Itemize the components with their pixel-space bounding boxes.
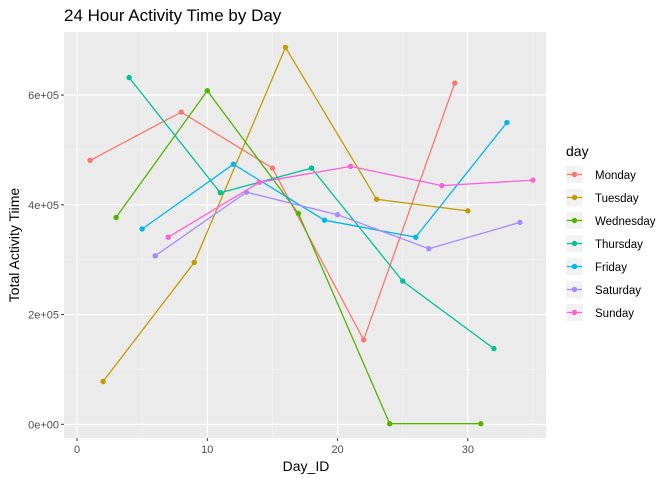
legend-item-saturday: Saturday xyxy=(566,281,641,298)
y-tick-label: 2e+05 xyxy=(28,310,59,322)
series-thursday xyxy=(126,74,497,352)
legend-label: Thursday xyxy=(595,239,643,251)
legend-item-tuesday: Tuesday xyxy=(566,189,639,206)
data-point xyxy=(282,44,289,51)
y-tick-label: 0e+00 xyxy=(28,419,59,431)
data-point xyxy=(373,196,380,203)
series-layer xyxy=(87,44,536,427)
series-monday xyxy=(87,80,458,343)
data-point xyxy=(478,421,484,427)
series-sunday xyxy=(165,163,536,240)
data-point xyxy=(413,234,419,240)
y-tick-label: 6e+05 xyxy=(28,90,59,102)
legend-label: Tuesday xyxy=(595,193,639,205)
data-point xyxy=(347,163,354,170)
data-point xyxy=(452,80,458,86)
data-point xyxy=(113,214,119,221)
legend-key-point xyxy=(571,286,578,293)
grid-lines xyxy=(64,32,546,438)
data-point xyxy=(530,177,536,183)
data-point xyxy=(295,210,302,217)
series-friday xyxy=(139,119,510,240)
x-tick-label: 30 xyxy=(462,444,474,456)
y-tick-label: 4e+05 xyxy=(28,200,59,212)
axis-ticks: 0 10 20 30 0e+00 2e+05 4e+05 6e+05 xyxy=(28,90,474,456)
data-point xyxy=(204,88,210,94)
legend-key-point xyxy=(571,194,578,201)
data-point xyxy=(517,219,523,226)
legend-key-point xyxy=(571,309,578,316)
data-point xyxy=(139,226,145,232)
data-point xyxy=(465,208,471,214)
legend: day Monday Tuesday Wednesday Thursday Friday… xyxy=(566,143,656,321)
x-tick-label: 10 xyxy=(201,444,213,456)
data-point xyxy=(217,190,224,196)
x-tick-label: 20 xyxy=(331,444,343,456)
x-axis-label: Day_ID xyxy=(283,458,330,474)
data-point xyxy=(386,421,393,427)
legend-key-point xyxy=(571,263,578,270)
legend-label: Sunday xyxy=(595,308,634,320)
legend-key-point xyxy=(571,171,578,178)
legend-label: Monday xyxy=(595,170,636,182)
data-point xyxy=(126,74,132,81)
data-point xyxy=(256,179,263,186)
data-point xyxy=(165,234,171,240)
legend-item-friday: Friday xyxy=(566,258,627,275)
data-point xyxy=(230,161,237,167)
data-point xyxy=(152,253,158,259)
data-point xyxy=(308,165,315,171)
data-point xyxy=(191,259,197,266)
data-point xyxy=(504,119,510,126)
legend-key-point xyxy=(571,240,578,247)
legend-label: Wednesday xyxy=(595,216,656,228)
data-point xyxy=(426,246,432,252)
data-point xyxy=(491,345,497,352)
series-tuesday xyxy=(100,44,471,385)
data-point xyxy=(178,109,184,115)
data-point xyxy=(400,278,406,284)
x-tick-label: 0 xyxy=(74,444,80,456)
plot-panel xyxy=(64,32,546,438)
legend-key-point xyxy=(571,217,578,224)
data-point xyxy=(360,337,367,343)
legend-item-wednesday: Wednesday xyxy=(566,212,656,229)
data-point xyxy=(334,212,341,218)
legend-title: day xyxy=(566,143,589,159)
legend-item-monday: Monday xyxy=(566,166,636,183)
legend-item-thursday: Thursday xyxy=(566,235,643,252)
series-wednesday xyxy=(113,88,484,427)
y-axis-label: Total Activity Tiime xyxy=(6,188,22,303)
legend-label: Saturday xyxy=(595,285,641,297)
chart-title: 24 Hour Activity Time by Day xyxy=(64,6,282,25)
legend-item-sunday: Sunday xyxy=(566,304,634,321)
data-point xyxy=(321,217,328,223)
data-point xyxy=(87,157,93,164)
legend-label: Friday xyxy=(595,262,627,274)
data-point xyxy=(269,165,276,171)
data-point xyxy=(439,182,445,189)
data-point xyxy=(100,378,106,385)
